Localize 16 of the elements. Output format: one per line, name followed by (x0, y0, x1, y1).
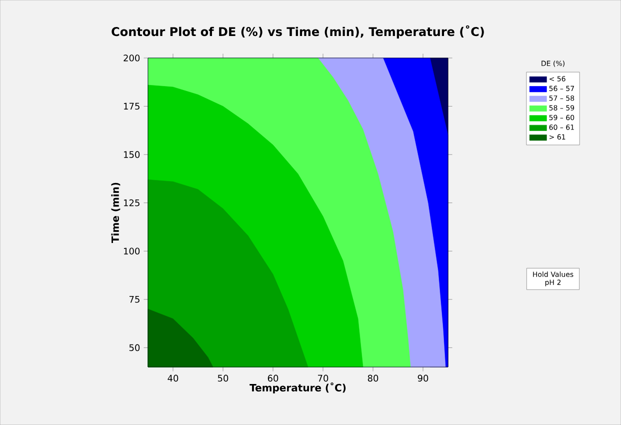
x-tick-label: 60 (268, 374, 278, 382)
y-tick-label: 175 (124, 102, 140, 110)
y-tick-label: 125 (124, 199, 140, 206)
x-tick-label: 70 (318, 374, 328, 382)
y-tick-label: 150 (124, 151, 140, 158)
x-tick-label: 80 (368, 374, 378, 382)
y-tick-label: 100 (124, 248, 140, 255)
x-tick-label: 90 (418, 374, 428, 382)
chart-title: Contour Plot of DE (%) vs Time (min), Temperature (˚C) (112, 25, 484, 38)
y-tick-label: 75 (129, 296, 140, 303)
y-axis-title: Time (min) (111, 182, 120, 243)
y-tick-label: 50 (129, 344, 140, 352)
x-tick-label: 50 (218, 374, 228, 382)
x-tick-label: 40 (168, 374, 178, 382)
x-axis-title: Temperature (˚C) (250, 382, 346, 394)
y-tick-label: 200 (124, 54, 140, 62)
